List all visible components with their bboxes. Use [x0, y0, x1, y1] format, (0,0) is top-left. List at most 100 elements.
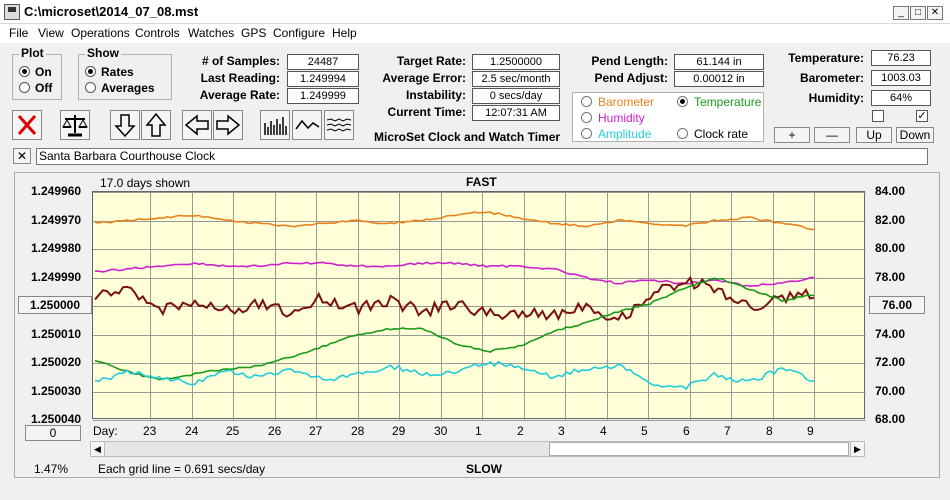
plot-off-radio[interactable]: Off [19, 81, 52, 95]
menu-gps[interactable]: GPS [241, 26, 267, 40]
radio-selected-icon [85, 66, 96, 77]
x-tick-label: 23 [143, 424, 157, 438]
day-label: Day: [93, 424, 118, 438]
pend-length-input[interactable]: 61.144 in [674, 54, 764, 70]
option-checkbox-1[interactable] [872, 110, 884, 122]
menu-controls[interactable]: Controls [135, 26, 180, 40]
pend-adjust-label: Pend Adjust: [594, 71, 668, 85]
chart-plot-area[interactable] [92, 191, 866, 421]
sensor-amplitude-radio[interactable]: Amplitude [581, 127, 651, 141]
x-tick-label: 24 [185, 424, 199, 438]
grid-line-vertical [731, 192, 732, 420]
line-graph-button[interactable] [292, 110, 322, 140]
grid-line-vertical [192, 192, 193, 420]
y-left-tick-label: 1.249970 [31, 213, 82, 227]
x-tick-label: 26 [268, 424, 282, 438]
y-right-tick-label: 80.00 [875, 241, 906, 255]
maximize-icon[interactable]: □ [910, 6, 926, 20]
target-rate-input[interactable]: 1.2500000 [472, 54, 560, 70]
scroll-value-field[interactable]: 0 [25, 425, 81, 441]
grid-line-vertical [814, 192, 815, 420]
grid-line-vertical [648, 192, 649, 420]
slow-label: SLOW [466, 462, 502, 476]
instability-value: 0 secs/day [472, 88, 560, 104]
grid-line-vertical [233, 192, 234, 420]
scale-minus-button[interactable]: — [814, 127, 850, 143]
chart-svg [94, 211, 815, 390]
center-left-value-button[interactable]: 1.250000 [18, 296, 92, 314]
balance-button[interactable] [60, 110, 90, 140]
close-icon[interactable]: ✕ [927, 6, 943, 20]
y-right-tick-label: 72.00 [875, 355, 906, 369]
scroll-thumb[interactable] [549, 442, 849, 456]
menu-configure[interactable]: Configure [273, 26, 326, 40]
menu-help[interactable]: Help [332, 26, 357, 40]
plot-on-radio[interactable]: On [19, 65, 52, 79]
radio-icon [85, 82, 96, 93]
y-right-tick-label: 70.00 [875, 384, 906, 398]
arrow-down-button[interactable] [110, 110, 140, 140]
stop-button[interactable] [12, 110, 42, 140]
samples-value: 24487 [287, 54, 359, 70]
show-rates-radio[interactable]: Rates [85, 65, 134, 79]
scroll-right-icon[interactable]: ▶ [850, 442, 864, 456]
y-left-tick-label: 1.250040 [31, 412, 82, 426]
grid-line-horizontal [93, 420, 866, 421]
grid-line-horizontal [93, 335, 866, 336]
arrow-right-button[interactable] [213, 110, 243, 140]
y-right-tick-label: 84.00 [875, 184, 906, 198]
average-error-value: 2.5 sec/month [472, 71, 560, 87]
grid-note: Each grid line = 0.691 secs/day [98, 462, 266, 476]
grid-line-horizontal [93, 363, 866, 364]
y-right-tick-label: 78.00 [875, 270, 906, 284]
noise-graph-button[interactable] [324, 110, 354, 140]
radio-selected-icon [677, 96, 688, 107]
x-tick-label: 25 [226, 424, 240, 438]
sensor-barometer-radio[interactable]: Barometer [581, 95, 654, 109]
menu-watches[interactable]: Watches [188, 26, 235, 40]
grid-line-vertical [773, 192, 774, 420]
series-line-amplitude [94, 360, 815, 390]
show-averages-radio[interactable]: Averages [85, 81, 155, 95]
bar-graph-icon [264, 117, 287, 135]
grid-line-vertical [524, 192, 525, 420]
temperature-label: Temperature: [788, 51, 864, 65]
samples-label: # of Samples: [201, 54, 280, 68]
scale-plus-button[interactable]: + [774, 127, 810, 143]
y-left-tick-label: 1.250010 [31, 327, 82, 341]
sensor-temperature-radio[interactable]: Temperature [677, 95, 761, 109]
center-right-value-button[interactable]: 76.00 [869, 296, 925, 314]
x-tick-label: 3 [558, 424, 565, 438]
close-clock-button[interactable]: ✕ [13, 148, 31, 164]
radio-selected-icon [19, 66, 30, 77]
x-tick-label: 9 [807, 424, 814, 438]
menu-view[interactable]: View [38, 26, 64, 40]
grid-line-vertical [690, 192, 691, 420]
minimize-icon[interactable]: _ [893, 6, 909, 20]
sensor-humidity-radio[interactable]: Humidity [581, 111, 645, 125]
arrow-left-button[interactable] [182, 110, 212, 140]
last-reading-value: 1.249994 [287, 71, 359, 87]
scale-down-button[interactable]: Down [896, 127, 934, 143]
window-title: C:\microset\2014_07_08.mst [24, 4, 199, 19]
bar-graph-button[interactable] [260, 110, 290, 140]
option-checkbox-2[interactable]: ✓ [916, 110, 928, 122]
humidity-value: 64% [871, 90, 931, 106]
sensor-clockrate-radio[interactable]: Clock rate [677, 127, 748, 141]
x-tick-label: 8 [766, 424, 773, 438]
y-right-tick-label: 68.00 [875, 412, 906, 426]
scroll-left-icon[interactable]: ◀ [91, 442, 105, 456]
grid-line-vertical [565, 192, 566, 420]
y-right-tick-label: 74.00 [875, 327, 906, 341]
horizontal-scrollbar[interactable]: ◀ ▶ [90, 441, 865, 457]
menu-operations[interactable]: Operations [71, 26, 130, 40]
plot-group: Plot On Off [12, 46, 62, 100]
current-time-label: Current Time: [387, 105, 466, 119]
scale-up-button[interactable]: Up [856, 127, 892, 143]
clock-name-input[interactable]: Santa Barbara Courthouse Clock [36, 148, 928, 165]
menu-file[interactable]: File [9, 26, 29, 40]
radio-icon [677, 128, 688, 139]
arrow-up-button[interactable] [141, 110, 171, 140]
barometer-label: Barometer: [799, 71, 864, 85]
current-time-value: 12:07:31 AM [472, 105, 560, 121]
